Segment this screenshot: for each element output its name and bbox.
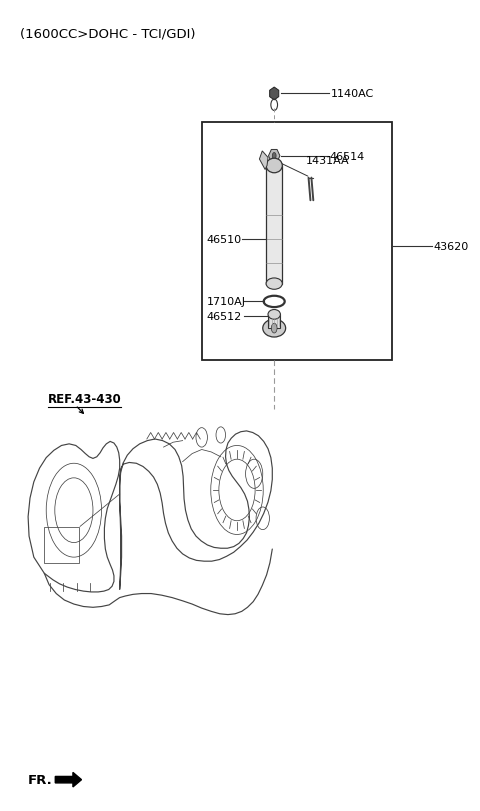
Circle shape [272, 153, 276, 160]
Polygon shape [268, 150, 280, 163]
Bar [268, 315, 280, 328]
Polygon shape [270, 88, 279, 101]
Bar [202, 122, 393, 361]
Ellipse shape [266, 159, 282, 174]
Text: FR.: FR. [28, 773, 52, 786]
Polygon shape [259, 152, 268, 170]
Circle shape [271, 324, 277, 333]
Text: 46510: 46510 [206, 235, 241, 245]
Text: 46512: 46512 [206, 311, 242, 322]
Text: 1140AC: 1140AC [330, 89, 374, 99]
Text: 1431AA: 1431AA [306, 157, 350, 166]
Ellipse shape [266, 279, 282, 290]
Bar [266, 166, 282, 285]
Ellipse shape [263, 320, 286, 337]
Text: 46514: 46514 [329, 152, 364, 161]
FancyArrow shape [55, 772, 82, 787]
Text: 1710AJ: 1710AJ [206, 297, 245, 307]
Text: (1600CC>DOHC - TCI/GDI): (1600CC>DOHC - TCI/GDI) [21, 28, 196, 41]
Ellipse shape [268, 310, 280, 320]
Text: REF.43-430: REF.43-430 [48, 393, 122, 406]
Text: 43620: 43620 [433, 242, 469, 251]
Bar [44, 527, 79, 563]
